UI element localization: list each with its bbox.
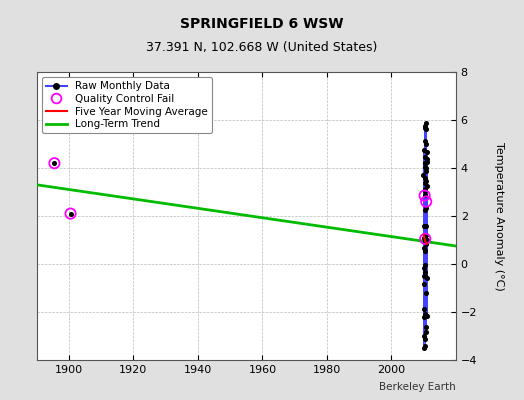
Point [422, 223, 430, 229]
Point [423, 149, 431, 155]
Point [421, 343, 430, 350]
Legend: Raw Monthly Data, Quality Control Fail, Five Year Moving Average, Long-Term Tren: Raw Monthly Data, Quality Control Fail, … [42, 77, 212, 133]
Point [422, 205, 430, 212]
Point [420, 159, 429, 166]
Point [419, 147, 428, 154]
Point [421, 141, 430, 147]
Point [422, 126, 431, 132]
Point [423, 313, 431, 319]
Point [422, 329, 430, 335]
Point [421, 269, 430, 276]
Point [421, 160, 429, 166]
Point [421, 138, 429, 145]
Point [50, 160, 59, 166]
Point [50, 160, 59, 166]
Point [421, 238, 429, 244]
Point [421, 154, 429, 160]
Point [421, 232, 430, 238]
Point [422, 240, 430, 247]
Point [423, 156, 431, 162]
Point [422, 198, 430, 205]
Text: 37.391 N, 102.668 W (United States): 37.391 N, 102.668 W (United States) [146, 42, 378, 54]
Point [422, 120, 431, 126]
Y-axis label: Temperature Anomaly (°C): Temperature Anomaly (°C) [494, 142, 504, 290]
Point [420, 306, 428, 313]
Point [419, 172, 428, 178]
Point [421, 234, 429, 240]
Point [421, 207, 430, 213]
Point [421, 122, 430, 129]
Point [421, 248, 430, 255]
Text: Berkeley Earth: Berkeley Earth [379, 382, 456, 392]
Point [422, 158, 431, 165]
Point [420, 335, 429, 342]
Point [421, 273, 429, 279]
Point [420, 314, 428, 321]
Point [419, 344, 428, 351]
Point [421, 188, 429, 194]
Point [420, 280, 429, 287]
Point [422, 323, 431, 330]
Point [423, 183, 431, 189]
Point [420, 235, 429, 241]
Point [67, 210, 75, 217]
Point [421, 180, 429, 186]
Text: SPRINGFIELD 6 WSW: SPRINGFIELD 6 WSW [180, 17, 344, 31]
Point [421, 175, 429, 182]
Point [422, 168, 430, 174]
Point [421, 236, 430, 242]
Point [419, 332, 428, 339]
Point [420, 273, 429, 279]
Point [421, 125, 429, 131]
Point [421, 310, 429, 317]
Point [423, 275, 431, 281]
Point [423, 237, 431, 244]
Point [422, 164, 430, 171]
Point [421, 262, 429, 268]
Point [67, 210, 75, 217]
Point [420, 192, 429, 199]
Point [421, 247, 429, 253]
Point [420, 223, 428, 230]
Point [421, 186, 430, 192]
Point [421, 164, 429, 170]
Point [422, 178, 430, 184]
Point [421, 192, 429, 198]
Point [420, 245, 428, 252]
Point [420, 265, 429, 271]
Point [422, 290, 430, 296]
